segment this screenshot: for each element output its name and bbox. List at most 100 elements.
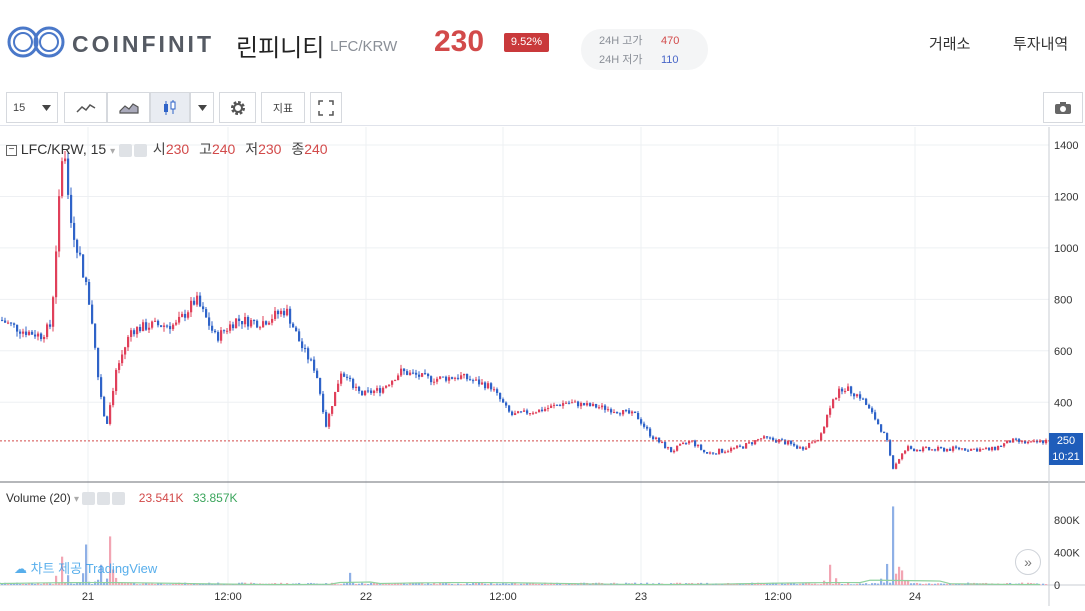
candle-body <box>340 373 343 384</box>
volume-bar <box>769 583 772 585</box>
candle-body <box>223 330 226 332</box>
candle-body <box>637 413 640 420</box>
candle-body <box>466 373 469 380</box>
candle-body <box>571 402 574 404</box>
volume-bar <box>901 570 904 585</box>
candle-body <box>847 386 850 391</box>
tradingview-watermark[interactable]: ☁ 차트 제공 TradingView <box>14 558 157 577</box>
candle-body <box>796 445 799 449</box>
volume-bar <box>349 572 352 585</box>
candle-body <box>136 326 139 335</box>
volume-bar <box>337 584 340 585</box>
candle-body <box>682 442 685 445</box>
volume-bar <box>76 583 79 585</box>
last-price-tag: 250 10:21 <box>1049 432 1083 465</box>
volume-bar <box>373 583 376 585</box>
volume-settings-icon[interactable] <box>97 492 111 506</box>
settings-mini-icon[interactable] <box>134 143 148 157</box>
volume-close-icon[interactable] <box>112 492 126 506</box>
candle-body <box>646 426 649 429</box>
volume-bar <box>25 583 28 585</box>
last-price-time: 10:21 <box>1052 450 1080 463</box>
candle-body <box>850 386 853 394</box>
volume-bar <box>85 544 88 585</box>
candle-body <box>874 412 877 420</box>
candle-body <box>880 424 883 432</box>
volume-bar <box>874 583 877 585</box>
time-tick-label: 12:00 <box>489 591 517 603</box>
candle-body <box>706 451 709 454</box>
candle-body <box>163 325 166 327</box>
low-label: 저 <box>245 141 259 157</box>
candle-body <box>208 317 211 326</box>
tradingview-icon: ☁ <box>14 561 27 576</box>
legend-chevron-icon[interactable]: ▾ <box>110 146 116 157</box>
candle-body <box>688 441 691 444</box>
time-tick-label: 22 <box>360 591 372 603</box>
candle-body <box>37 333 40 337</box>
volume-chevron-icon[interactable]: ▾ <box>74 494 80 505</box>
open-label: 시 <box>152 141 166 157</box>
candle-body <box>952 446 955 451</box>
change-badge: 9.52% <box>504 33 549 52</box>
volume-bar <box>91 584 94 585</box>
candles-chart-button[interactable] <box>150 92 190 123</box>
chart-type-dropdown[interactable] <box>190 92 214 123</box>
line-chart-button[interactable] <box>64 92 107 123</box>
candle-body <box>217 332 220 341</box>
candle-body <box>577 401 580 407</box>
settings-button[interactable] <box>219 92 256 123</box>
candle-body <box>931 449 934 451</box>
volume-bar <box>772 582 775 585</box>
candle-body <box>1036 440 1039 443</box>
candle-body <box>964 448 967 451</box>
price-chart[interactable]: 400 600 800 1000 1200 1400 0 400K 800K 21 12:00 22 1… <box>0 127 1085 606</box>
time-tick-label: 23 <box>635 591 647 603</box>
volume-bar <box>886 563 889 585</box>
coinfinit-logo-icon[interactable] <box>6 25 66 59</box>
area-chart-button[interactable] <box>107 92 150 123</box>
candle-body <box>304 348 307 350</box>
indicators-button[interactable]: 지표 <box>261 92 305 123</box>
candle-body <box>169 326 172 330</box>
nav-exchange[interactable]: 거래소 <box>929 36 971 53</box>
candle-body <box>937 447 940 451</box>
visibility-icon[interactable] <box>119 143 133 157</box>
volume-bar <box>403 583 406 585</box>
candle-body <box>511 411 514 416</box>
current-price: 230 <box>434 25 485 58</box>
candle-body <box>283 310 286 316</box>
volume-bar <box>505 583 508 585</box>
candle-body <box>772 437 775 441</box>
snapshot-button[interactable] <box>1043 92 1083 123</box>
candle-body <box>1021 440 1024 442</box>
volume-bar <box>340 584 343 585</box>
volume-bar <box>400 583 403 585</box>
candle-body <box>124 347 127 355</box>
volume-bar <box>334 584 337 585</box>
candle-body <box>265 321 268 325</box>
candle-body <box>1018 439 1021 442</box>
candle-body <box>67 158 70 195</box>
candle-body <box>367 390 370 392</box>
candle-body <box>175 322 178 325</box>
chart-canvas[interactable]: 400 600 800 1000 1200 1400 0 400K 800K 21 12:00 22 1… <box>0 127 1085 606</box>
brand-name[interactable]: COINFINIT <box>72 31 214 57</box>
volume-value-2: 33.857K <box>192 491 238 505</box>
volume-bar <box>511 582 514 585</box>
fullscreen-button[interactable] <box>310 92 342 123</box>
volume-visibility-icon[interactable] <box>82 492 96 506</box>
candle-body <box>397 375 400 381</box>
nav-investment-history[interactable]: 투자내역 <box>1013 36 1069 53</box>
interval-select[interactable]: 15 <box>6 92 58 123</box>
volume-bar <box>58 583 61 585</box>
scroll-to-realtime-button[interactable]: » <box>1015 549 1041 575</box>
volume-bar <box>121 582 124 585</box>
candle-body <box>220 330 223 341</box>
candle-body <box>55 251 58 298</box>
volume-bar <box>358 583 361 585</box>
candle-body <box>430 376 433 383</box>
collapse-icon[interactable]: − <box>6 144 17 156</box>
volume-bar <box>148 583 151 585</box>
candle-body <box>115 369 118 392</box>
